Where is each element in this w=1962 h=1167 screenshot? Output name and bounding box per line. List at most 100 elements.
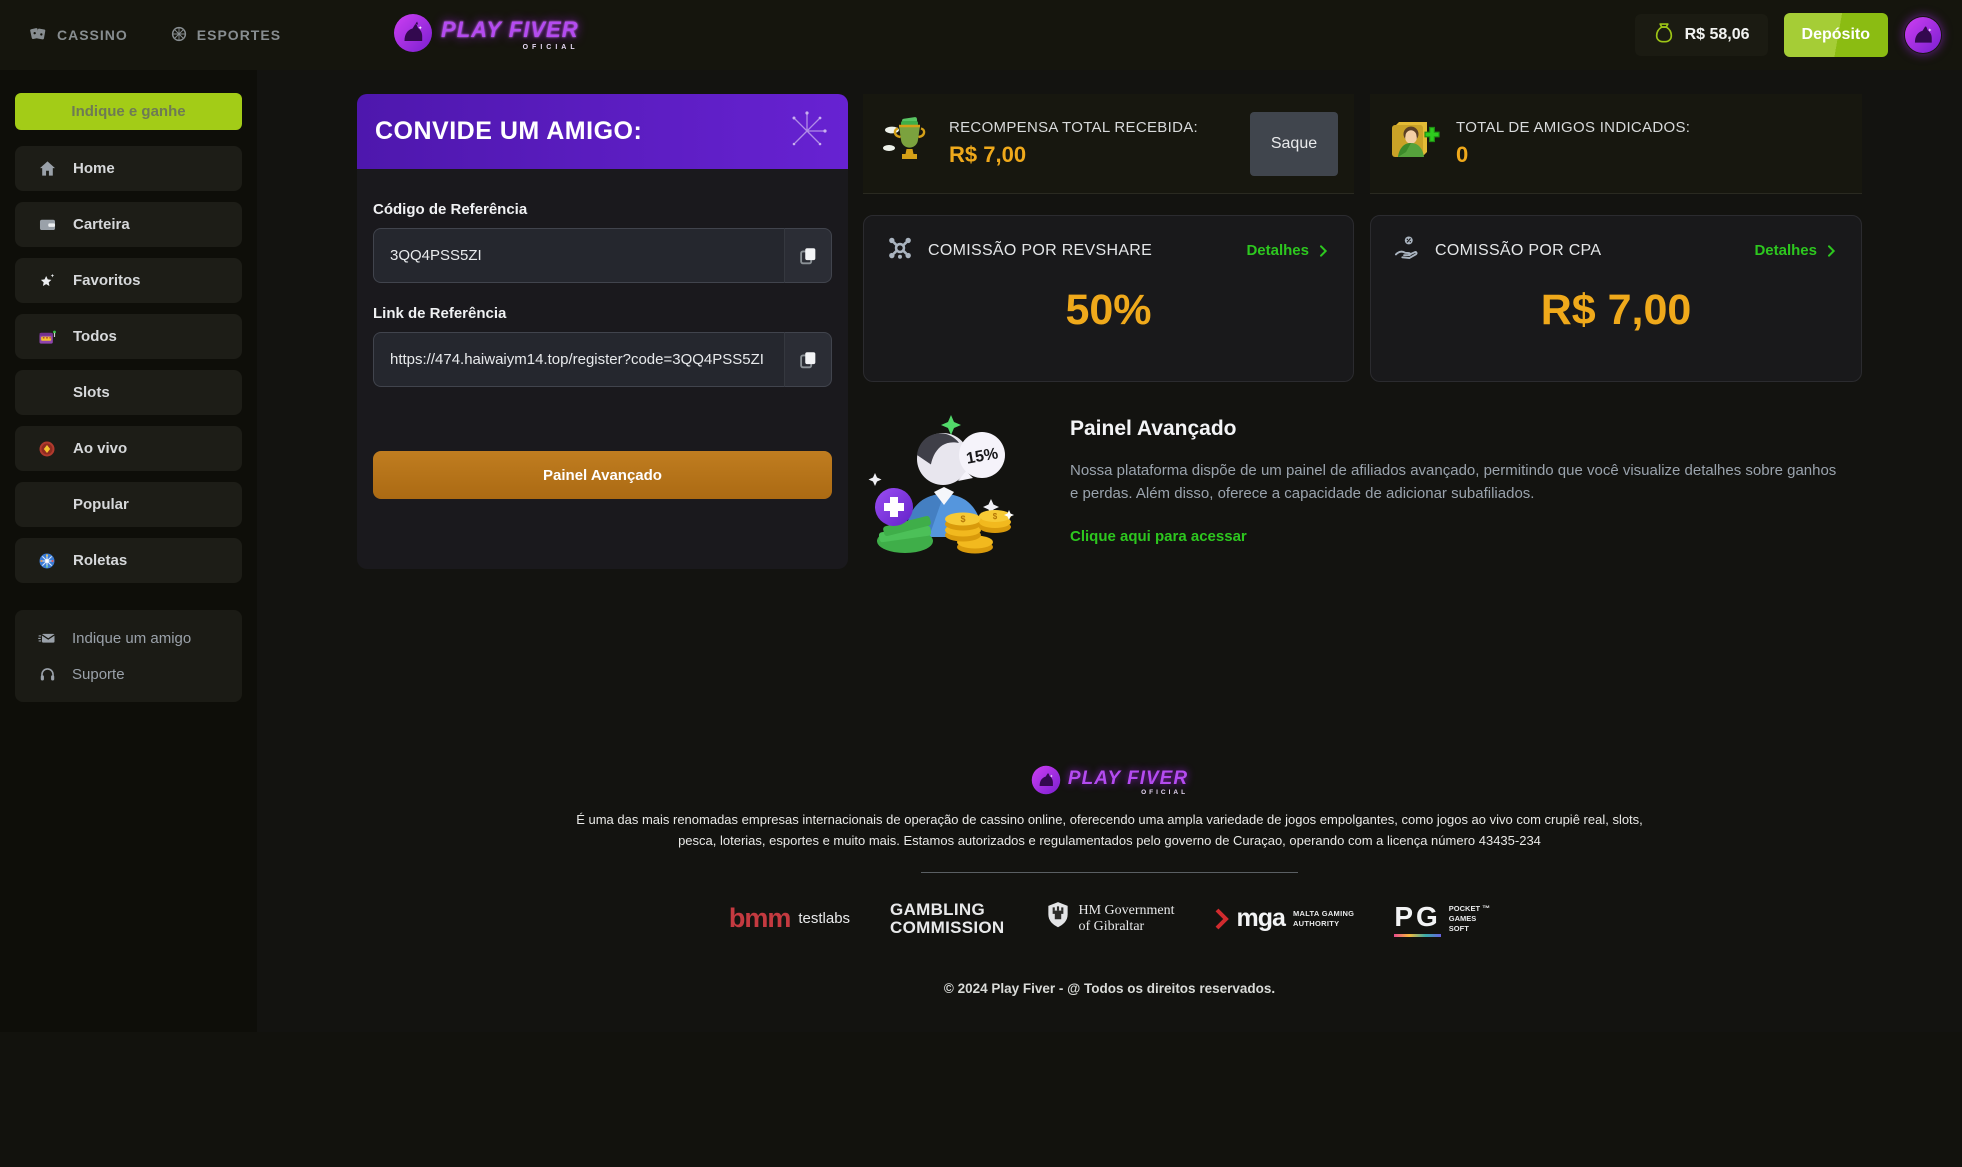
balance-display[interactable]: R$ 58,06 bbox=[1634, 14, 1768, 56]
sidebar-item-todos[interactable]: Todos bbox=[15, 314, 242, 359]
trophy-money-icon bbox=[879, 115, 935, 172]
sidebar-item-popular[interactable]: Popular bbox=[15, 482, 242, 527]
mga-line2: AUTHORITY bbox=[1292, 918, 1340, 928]
cpa-header: COMISSÃO POR CPA Detalhes bbox=[1393, 234, 1839, 267]
sidebar-item-suporte[interactable]: Suporte bbox=[15, 656, 242, 692]
home-icon bbox=[36, 159, 58, 178]
balance-amount: R$ 58,06 bbox=[1684, 26, 1750, 43]
sidebar-item-label: Popular bbox=[73, 496, 129, 513]
top-navbar: CASSINO ESPORTES PLAY FIVER OFICIAL R$ 5… bbox=[0, 0, 1962, 70]
wallet-icon bbox=[36, 215, 58, 234]
sidebar-item-label: Suporte bbox=[72, 665, 125, 683]
nav-link-label: CASSINO bbox=[57, 27, 128, 43]
chevron-right-icon bbox=[1828, 244, 1836, 257]
sidebar-item-ao-vivo[interactable]: Ao vivo bbox=[15, 426, 242, 471]
friends-label: TOTAL DE AMIGOS INDICADOS: bbox=[1456, 119, 1691, 136]
hm-line2: of Gibraltar bbox=[1078, 918, 1145, 934]
sidebar-item-home[interactable]: Home bbox=[15, 146, 242, 191]
sidebar-item-label: Home bbox=[73, 160, 115, 177]
revshare-header: COMISSÃO POR REVSHARE Detalhes bbox=[886, 234, 1331, 267]
roulette-wheel-icon bbox=[36, 551, 58, 571]
sidebar-item-roletas[interactable]: Roletas bbox=[15, 538, 242, 583]
sidebar-item-label: Slots bbox=[73, 384, 110, 401]
chevron-right-icon bbox=[1320, 244, 1328, 257]
sports-ball-icon bbox=[170, 25, 188, 46]
code-row bbox=[373, 228, 832, 283]
footer-logo-text: PLAY FIVER OFICIAL bbox=[1068, 769, 1188, 797]
mga-line1: MALTA GAMING bbox=[1292, 908, 1355, 918]
main-content: CONVIDE UM AMIGO: Código de Referência L… bbox=[257, 70, 1962, 1032]
sidebar-footer-group: Indique um amigo Suporte bbox=[15, 610, 242, 702]
mga-logo: mga MALTA GAMING AUTHORITY bbox=[1215, 904, 1355, 933]
nav-link-esportes[interactable]: ESPORTES bbox=[170, 25, 281, 46]
pg-wordmark: PG bbox=[1394, 900, 1441, 937]
friends-stat-card: TOTAL DE AMIGOS INDICADOS: 0 bbox=[1370, 94, 1862, 194]
invite-panel: CONVIDE UM AMIGO: Código de Referência L… bbox=[357, 94, 848, 569]
svg-text:$: $ bbox=[993, 512, 998, 521]
pg-trademark: ™ bbox=[1482, 903, 1491, 913]
pg-line3: SOFT bbox=[1448, 923, 1469, 933]
cpa-details-link[interactable]: Detalhes bbox=[1754, 242, 1839, 259]
svg-text:$: $ bbox=[960, 514, 965, 524]
advanced-panel-text: Painel Avançado Nossa plataforma dispõe … bbox=[1070, 407, 1845, 562]
invite-body: Código de Referência Link de Referência … bbox=[357, 169, 848, 499]
sidebar-item-label: Ao vivo bbox=[73, 440, 128, 457]
revshare-details-link[interactable]: Detalhes bbox=[1246, 242, 1331, 259]
copy-icon bbox=[800, 247, 816, 264]
revshare-commission-card: COMISSÃO POR REVSHARE Detalhes 50% bbox=[863, 215, 1354, 382]
sidebar-item-favoritos[interactable]: Favoritos bbox=[15, 258, 242, 303]
copyright-text: © 2024 Play Fiver - @ Todos os direitos … bbox=[943, 980, 1276, 996]
revshare-title: COMISSÃO POR REVSHARE bbox=[928, 241, 1153, 259]
partner-logos: bmm testlabs GAMBLING COMMISSION HM Gove… bbox=[257, 900, 1962, 937]
sidebar-item-slots[interactable]: Slots bbox=[15, 370, 242, 415]
advanced-panel-description: Nossa plataforma dispõe de um painel de … bbox=[1070, 462, 1837, 503]
pg-soft-logo: PG POCKET ™ GAMES SOFT bbox=[1394, 900, 1491, 937]
mga-arrow-icon bbox=[1215, 908, 1229, 930]
bmm-wordmark: bmm bbox=[728, 903, 792, 934]
advanced-panel-button[interactable]: Painel Avançado bbox=[373, 451, 832, 499]
referral-code-input[interactable] bbox=[373, 228, 784, 283]
invite-title: CONVIDE UM AMIGO: bbox=[375, 117, 643, 145]
percent-badge: 15% bbox=[965, 445, 999, 467]
sidebar-item-label: Roletas bbox=[73, 552, 128, 569]
footer-logo-title: PLAY FIVER bbox=[1067, 767, 1189, 789]
hand-percent-icon bbox=[1393, 234, 1421, 267]
headset-icon bbox=[36, 665, 58, 684]
crest-icon bbox=[1045, 901, 1071, 936]
gambling-commission-logo: GAMBLING COMMISSION bbox=[890, 900, 1004, 937]
withdraw-button[interactable]: Saque bbox=[1250, 111, 1338, 176]
nav-link-cassino[interactable]: CASSINO bbox=[28, 24, 128, 47]
access-panel-link[interactable]: Clique aqui para acessar bbox=[1070, 527, 1247, 545]
sidebar-item-label: Favoritos bbox=[73, 272, 141, 289]
indique-e-ganhe-button[interactable]: Indique e ganhe bbox=[15, 93, 242, 130]
pg-line1: POCKET bbox=[1448, 903, 1481, 913]
slot-machine-icon bbox=[36, 327, 58, 347]
footer-logo-subtitle: OFICIAL bbox=[1141, 788, 1189, 796]
sidebar-item-indique-um-amigo[interactable]: Indique um amigo bbox=[15, 620, 242, 656]
firework-icon bbox=[784, 108, 830, 159]
link-row bbox=[373, 332, 832, 387]
reward-stat-card: RECOMPENSA TOTAL RECEBIDA: R$ 7,00 Saque bbox=[863, 94, 1354, 194]
referral-link-input[interactable] bbox=[373, 332, 784, 387]
horse-logo-icon bbox=[1031, 765, 1061, 800]
playing-cards-icon bbox=[28, 24, 48, 47]
cpa-value: R$ 7,00 bbox=[1540, 285, 1692, 334]
user-avatar[interactable] bbox=[1904, 16, 1942, 54]
reward-stat-text: RECOMPENSA TOTAL RECEBIDA: R$ 7,00 bbox=[949, 119, 1198, 168]
playfiver-logo[interactable]: PLAY FIVER OFICIAL bbox=[393, 13, 579, 58]
footer: PLAY FIVER OFICIAL É uma das mais renoma… bbox=[257, 765, 1962, 996]
friends-stat-text: TOTAL DE AMIGOS INDICADOS: 0 bbox=[1456, 119, 1690, 168]
copy-link-button[interactable] bbox=[784, 332, 832, 387]
copy-icon bbox=[800, 351, 816, 368]
sidebar-item-label: Carteira bbox=[73, 216, 130, 233]
network-share-icon bbox=[886, 234, 914, 267]
sidebar-item-carteira[interactable]: Carteira bbox=[15, 202, 242, 247]
mga-wordmark: mga bbox=[1236, 904, 1286, 933]
deposit-button[interactable]: Depósito bbox=[1783, 13, 1888, 57]
casino-chip-icon bbox=[36, 439, 58, 459]
advanced-panel-title: Painel Avançado bbox=[1070, 417, 1237, 440]
sidebar-item-label: Todos bbox=[73, 328, 117, 345]
details-label: Detalhes bbox=[1246, 242, 1309, 259]
copy-code-button[interactable] bbox=[784, 228, 832, 283]
